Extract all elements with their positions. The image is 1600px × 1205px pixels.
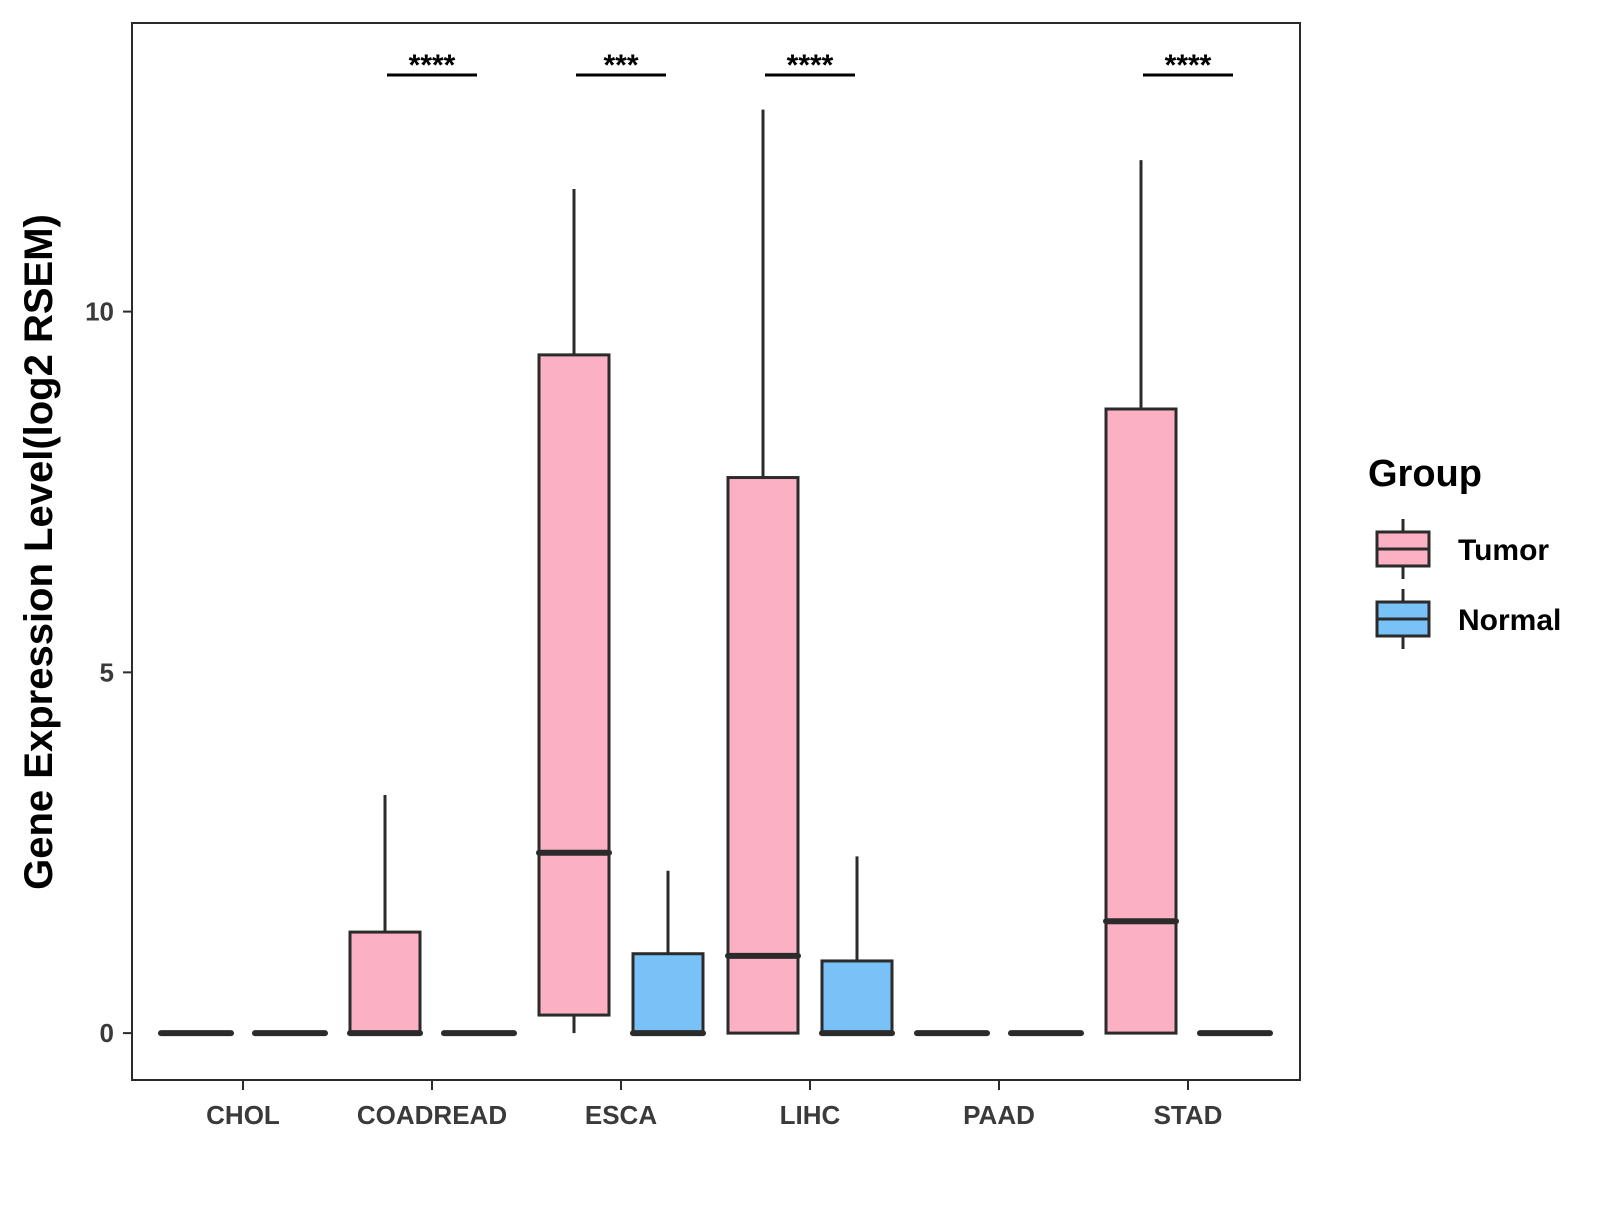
y-tick-label: 10 — [85, 297, 114, 327]
axis-layer: 0 5 10 CHOL COADREAD ESCA LIHC PAAD STAD — [85, 297, 1222, 1130]
legend-title: Group — [1368, 453, 1482, 495]
legend: Group Tumor Normal — [1368, 453, 1561, 649]
x-tick-label-chol: CHOL — [206, 1100, 280, 1130]
significance-label: **** — [409, 49, 456, 82]
legend-key — [1375, 589, 1431, 649]
legend-label: Normal — [1458, 604, 1561, 637]
y-tick-label: 5 — [100, 657, 114, 687]
box-body — [348, 930, 422, 1035]
significance-esca: *** — [576, 49, 666, 82]
box-body — [726, 476, 800, 1035]
y-axis-title: Gene Expression Level(log2 RSEM) — [17, 214, 61, 890]
significance-stad: **** — [1143, 49, 1233, 82]
legend-item-tumor: Tumor — [1375, 519, 1549, 579]
box-tumor-stad — [1103, 160, 1179, 1035]
box-body — [631, 952, 705, 1035]
x-tick-label-coadread: COADREAD — [357, 1100, 507, 1130]
significance-label: *** — [603, 49, 638, 82]
box-normal-esca — [630, 870, 706, 1037]
significance-layer: **** *** **** **** — [387, 49, 1233, 82]
box-body — [1104, 407, 1178, 1035]
y-tick-label: 0 — [100, 1018, 114, 1048]
legend-key — [1375, 519, 1431, 579]
significance-label: **** — [1165, 49, 1212, 82]
box-tumor-lihc — [725, 109, 801, 1035]
box-tumor-esca — [536, 188, 612, 1034]
legend-item-normal: Normal — [1375, 589, 1561, 649]
significance-lihc: **** — [765, 49, 855, 82]
x-tick-label-paad: PAAD — [963, 1100, 1035, 1130]
box-body — [537, 353, 611, 1017]
x-tick-label-stad: STAD — [1154, 1100, 1223, 1130]
x-tick-label-esca: ESCA — [585, 1100, 657, 1130]
box-normal-lihc — [819, 856, 895, 1037]
box-layer — [158, 109, 1273, 1037]
x-tick-label-lihc: LIHC — [780, 1100, 841, 1130]
significance-coadread: **** — [387, 49, 477, 82]
significance-label: **** — [787, 49, 834, 82]
box-body — [820, 959, 894, 1035]
legend-label: Tumor — [1458, 534, 1549, 567]
box-tumor-coadread — [347, 795, 423, 1037]
